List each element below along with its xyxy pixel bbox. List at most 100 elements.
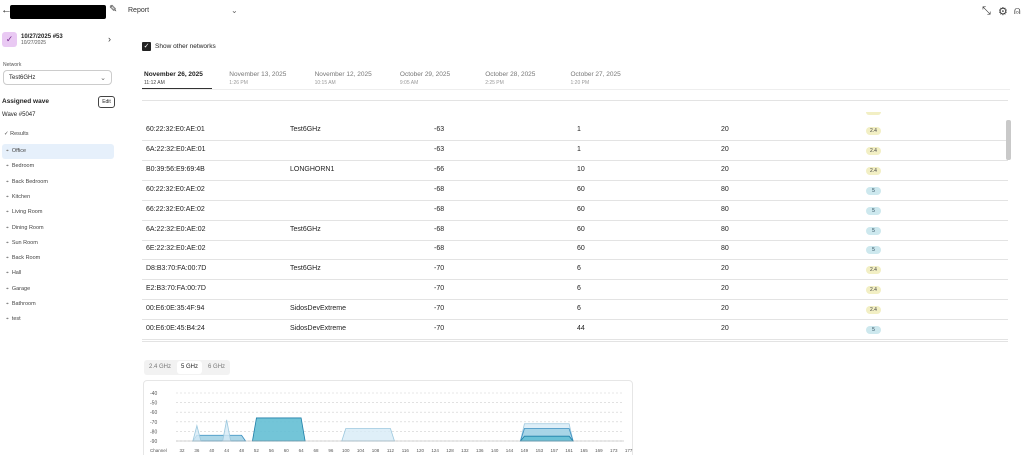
sidebar-room-item[interactable]: ⌖ Kitchen bbox=[2, 190, 114, 205]
sidebar-room-item[interactable]: ⌖ Hall bbox=[2, 266, 114, 281]
table-row[interactable]: 00:E6:0E:35:4F:94 SidosDevExtreme -70 6 20 2.… bbox=[142, 300, 1008, 321]
location-pin-icon: ⌖ bbox=[6, 270, 9, 277]
date-tab-time: 1:20 PM bbox=[570, 80, 590, 86]
sidebar-room-item[interactable]: ⌖ Garage bbox=[2, 282, 114, 297]
rssi-cell: -70 bbox=[434, 325, 445, 332]
band-badge: 2.4 bbox=[866, 166, 881, 175]
table-row[interactable]: 66:22:32:E0:AE:02 -68 60 80 5 bbox=[142, 201, 1008, 221]
band-tabs: 2.4 GHz 5 GHz 6 GHz bbox=[144, 360, 231, 375]
date-tab[interactable]: October 27, 2025 1:20 PM bbox=[571, 71, 651, 86]
band-tab[interactable]: 5 GHz bbox=[177, 361, 203, 374]
sidebar-room-label: Hall bbox=[11, 270, 22, 277]
date-tab[interactable]: November 12, 2025 10:15 AM bbox=[315, 71, 395, 86]
x-tick-label: 136 bbox=[476, 448, 484, 453]
date-tab[interactable]: October 28, 2025 2:25 PM bbox=[485, 71, 565, 86]
ssid-cell: Test6GHz bbox=[290, 265, 321, 273]
check-icon: ✓ bbox=[2, 32, 17, 47]
date-tab-date: October 29, 2025 bbox=[399, 71, 451, 78]
show-other-networks[interactable]: ✓ Show other networks bbox=[142, 42, 216, 51]
ssid-cell: SidosDevExtreme bbox=[290, 305, 347, 313]
checkbox-checked-icon[interactable]: ✓ bbox=[142, 42, 151, 51]
date-tab[interactable]: November 26, 2025 11:12 AM bbox=[144, 71, 224, 86]
x-tick-label: 68 bbox=[313, 448, 319, 453]
table-row[interactable]: 60:22:32:E0:AE:01 Test6GHz -63 1 20 2.4 bbox=[142, 121, 1008, 141]
x-tick-label: 140 bbox=[491, 448, 499, 453]
table-row[interactable]: D8:B3:70:FA:00:7D Test6GHz -70 6 20 2.4 bbox=[142, 260, 1008, 281]
ssid-cell: Test6GHz bbox=[290, 126, 321, 133]
band-tab[interactable]: 2.4 GHz bbox=[149, 364, 172, 370]
rssi-cell: -66 bbox=[434, 165, 445, 173]
rssi-cell: -68 bbox=[434, 205, 445, 213]
y-tick-label: -40 bbox=[150, 391, 157, 397]
x-tick-label: 64 bbox=[299, 448, 305, 453]
channel-occupancy-area bbox=[341, 428, 395, 442]
table-row[interactable]: 00:E6:0E:45:B4:24 SidosDevExtreme -70 44 20 5 bbox=[142, 320, 1008, 340]
rssi-cell: -70 bbox=[434, 285, 445, 293]
sidebar-room-item[interactable]: ⌖ Dining Room bbox=[2, 221, 114, 236]
chevron-down-icon[interactable]: ⌄ bbox=[231, 6, 238, 15]
sidebar-room-item[interactable]: ⌖ Bedroom bbox=[2, 159, 114, 174]
sidebar-room-item[interactable]: ⌖ test bbox=[2, 312, 114, 327]
x-tick-label: 144 bbox=[506, 448, 514, 453]
show-other-label: Show other networks bbox=[155, 43, 216, 51]
edit-title-icon[interactable]: ✎ bbox=[109, 4, 118, 15]
location-pin-icon: ⌖ bbox=[6, 301, 9, 307]
mac-cell: 00:E6:0E:45:B4:24 bbox=[146, 325, 205, 332]
table-row[interactable]: 6E:22:32:E0:AE:02 -68 60 80 5 bbox=[142, 240, 1008, 261]
scan-card[interactable]: ✓ 10/27/2025 #53 10/27/2025 › bbox=[2, 30, 114, 50]
table-row[interactable]: B0:39:56:E9:69:4B LONGHORN1 -66 10 20 2.4 bbox=[142, 161, 1008, 181]
band-tab[interactable]: 6 GHz bbox=[208, 364, 226, 370]
table-row[interactable]: 6A:22:32:E0:AE:02 Test6GHz -68 60 80 5 bbox=[142, 221, 1008, 241]
edit-button[interactable]: Edit bbox=[98, 96, 115, 108]
width-cell: 20 bbox=[721, 126, 729, 133]
location-pin-icon: ⌖ bbox=[6, 209, 9, 216]
table-row[interactable]: E2:B3:70:FA:00:7D -70 6 20 2.4 bbox=[142, 280, 1008, 301]
table-scrollbar[interactable] bbox=[1006, 120, 1011, 160]
wave-label: Wave #5047 bbox=[2, 112, 36, 118]
results-toggle[interactable]: ✓ Results bbox=[4, 131, 28, 137]
chevron-right-icon[interactable]: › bbox=[108, 34, 111, 44]
redacted-title bbox=[10, 5, 106, 19]
partial-band-badge bbox=[866, 112, 881, 115]
y-tick-label: -90 bbox=[150, 439, 157, 445]
date-tab-date: October 28, 2025 bbox=[485, 71, 536, 78]
rssi-cell: -70 bbox=[434, 305, 445, 313]
date-tab[interactable]: November 13, 2025 1:26 PM bbox=[229, 71, 309, 86]
x-tick-label: 48 bbox=[239, 448, 245, 453]
gear-icon[interactable]: ⚙ bbox=[998, 6, 1008, 18]
x-tick-label: 108 bbox=[372, 448, 380, 453]
back-arrow-icon[interactable]: ← bbox=[1, 4, 12, 16]
sidebar-room-item[interactable]: ⌖ Back Room bbox=[2, 251, 114, 266]
band-badge: 5 bbox=[866, 226, 881, 235]
chevron-down-icon: ⌄ bbox=[100, 75, 106, 82]
width-cell: 20 bbox=[721, 265, 729, 273]
x-tick-label: 177 bbox=[625, 448, 633, 453]
y-tick-label: -80 bbox=[150, 429, 157, 435]
sidebar-room-label: Back Room bbox=[11, 255, 41, 262]
y-tick-label: -50 bbox=[150, 401, 157, 407]
x-tick-label: 104 bbox=[357, 448, 365, 453]
channel-cell: 60 bbox=[577, 205, 585, 213]
sidebar-room-item[interactable]: ⌖ Sun Room bbox=[2, 236, 114, 251]
sidebar-room-label: Office bbox=[11, 148, 27, 154]
date-tab-time: 1:26 PM bbox=[229, 80, 248, 86]
x-tick-label: 32 bbox=[179, 448, 185, 453]
sidebar-room-item[interactable]: ⌖ Living Room bbox=[2, 205, 114, 220]
rssi-cell: -68 bbox=[434, 225, 445, 233]
width-cell: 80 bbox=[721, 245, 729, 253]
sidebar-room-item[interactable]: ⌖ Bathroom bbox=[2, 297, 114, 312]
report-select[interactable]: Report bbox=[128, 7, 150, 14]
channel-cell: 10 bbox=[577, 165, 585, 173]
width-cell: 80 bbox=[721, 205, 729, 213]
table-row[interactable]: 6A:22:32:E0:AE:01 -63 1 20 2.4 bbox=[142, 141, 1008, 161]
mac-cell: D8:B3:70:FA:00:7D bbox=[146, 265, 207, 273]
date-tab[interactable]: October 29, 2025 9:05 AM bbox=[400, 71, 480, 86]
table-row[interactable]: 60:22:32:E0:AE:02 -68 60 80 5 bbox=[142, 181, 1008, 201]
collapse-icon[interactable]: ⤡ bbox=[982, 5, 991, 17]
network-select[interactable]: Test6GHz ⌄ bbox=[3, 70, 112, 85]
sidebar-room-item[interactable]: ⌖ Office bbox=[2, 144, 114, 159]
user-icon[interactable]: ⍝ bbox=[1014, 5, 1021, 17]
sidebar-room-item[interactable]: ⌖ Back Bedroom bbox=[2, 175, 114, 190]
x-tick-label: 149 bbox=[521, 448, 529, 453]
ssid-cell: Test6GHz bbox=[290, 225, 321, 233]
